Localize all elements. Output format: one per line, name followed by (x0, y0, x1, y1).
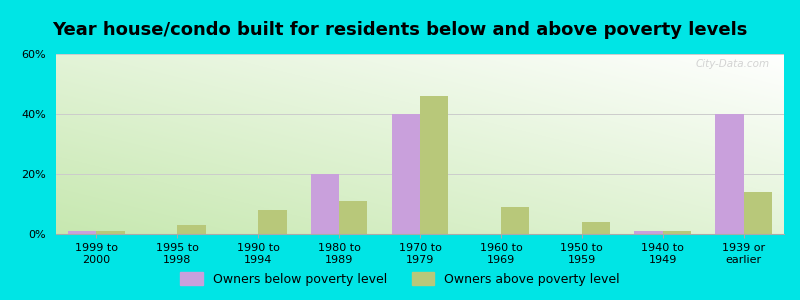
Bar (501, 207, 530, 234)
Bar (743, 192, 772, 234)
Text: Year house/condo built for residents below and above poverty levels: Year house/condo built for residents bel… (52, 21, 748, 39)
Bar (420, 96, 448, 234)
Bar (634, 231, 662, 234)
Bar (715, 114, 743, 234)
Bar (68, 231, 97, 234)
Text: City-Data.com: City-Data.com (695, 59, 770, 69)
Bar (662, 231, 691, 234)
Bar (582, 222, 610, 234)
Bar (339, 201, 367, 234)
Bar (392, 114, 420, 234)
Bar (178, 225, 206, 234)
Legend: Owners below poverty level, Owners above poverty level: Owners below poverty level, Owners above… (175, 267, 625, 291)
Bar (97, 231, 125, 234)
Bar (258, 210, 286, 234)
Bar (311, 174, 339, 234)
